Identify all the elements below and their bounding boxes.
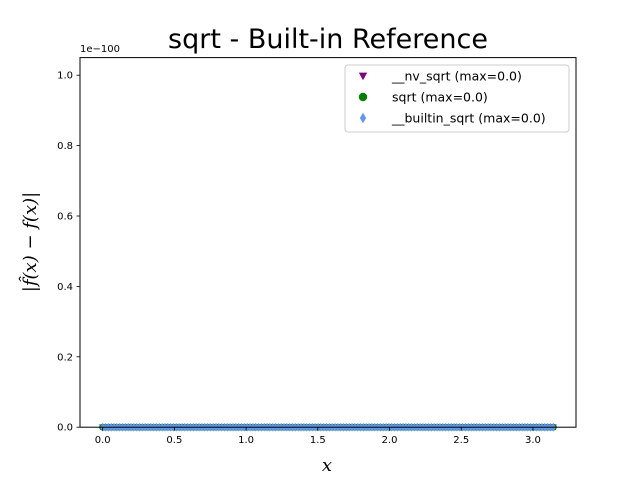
x-axis-label: x — [322, 455, 332, 476]
legend-frame — [344, 64, 570, 133]
x-tick-label: 1.0 — [238, 435, 254, 446]
legend-label: sqrt (max=0.0) — [392, 90, 488, 105]
legend-marker — [359, 112, 367, 124]
x-tick-label: 3.0 — [525, 435, 541, 446]
x-tick-label: 2.5 — [453, 435, 469, 446]
y-axis-label: |f̂(x) − f(x)| — [18, 192, 41, 292]
y-tick-label: 0.0 — [57, 423, 73, 434]
y-tick-label: 0.6 — [57, 212, 73, 223]
legend-marker — [358, 92, 368, 102]
x-axis-ticks: 0.0 0.5 1.0 1.5 2.0 2.5 3.0 — [95, 427, 541, 446]
y-tick-label: 0.2 — [57, 352, 73, 363]
legend-items: __nv_sqrt (max=0.0) sqrt (max=0.0) __built… — [358, 69, 546, 126]
x-tick-label: 2.0 — [382, 435, 398, 446]
y-tick-label: 1.0 — [57, 71, 73, 82]
legend-label: __nv_sqrt (max=0.0) — [391, 69, 522, 84]
y-tick-label: 0.4 — [57, 282, 73, 293]
y-axis-ticks: 0.0 0.2 0.4 0.6 0.8 1.0 — [57, 71, 80, 434]
x-tick-label: 0.5 — [166, 435, 182, 446]
y-tick-label: 0.8 — [57, 141, 73, 152]
legend-marker — [358, 72, 368, 81]
chart-title: sqrt - Built-in Reference — [168, 24, 488, 55]
plot-frame — [79, 57, 577, 428]
y-offset-label: 1e−100 — [80, 44, 120, 55]
legend: __nv_sqrt (max=0.0) sqrt (max=0.0) __built… — [344, 64, 570, 133]
legend-label: __builtin_sqrt (max=0.0) — [391, 111, 546, 126]
x-tick-label: 1.5 — [310, 435, 326, 446]
x-tick-label: 0.0 — [95, 435, 111, 446]
